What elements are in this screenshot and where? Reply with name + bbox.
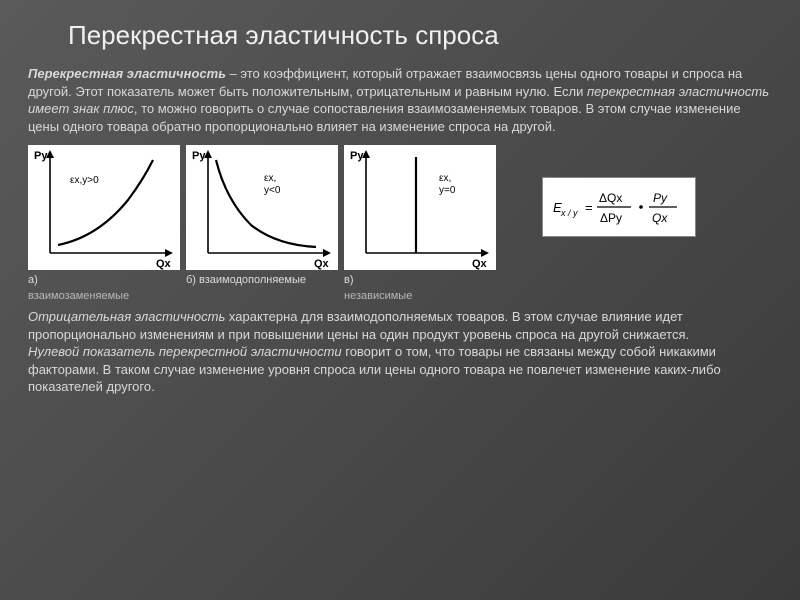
graph-a: Py Qx εх,у>0 (28, 145, 180, 270)
bottom-paragraph: Отрицательная эластичность характерна дл… (28, 308, 772, 396)
bottom-italic1: Отрицательная эластичность (28, 309, 225, 324)
svg-text:x / y: x / y (560, 208, 578, 218)
axis-y-label: Py (34, 150, 48, 162)
graph-subcaptions: взаимозаменяемые независимые (28, 290, 772, 302)
caption-b: б) взаимодополняемые (186, 274, 344, 286)
formula-num2: Py (653, 191, 668, 205)
subcaption-c: независимые (344, 290, 502, 302)
caption-a: а) (28, 274, 186, 286)
svg-text:=: = (585, 200, 593, 215)
formula-den2: Qx (652, 211, 668, 225)
graph-c: Py Qx εх, у=0 (344, 145, 496, 270)
graphs-row: Py Qx εх,у>0 Py Qx εх, у<0 Py Qx (28, 145, 772, 270)
svg-text:Py: Py (350, 150, 364, 162)
graph-b-epsilon2: у<0 (264, 185, 280, 196)
graph-c-epsilon2: у=0 (439, 185, 455, 196)
subcaption-a: взаимозаменяемые (28, 290, 344, 302)
axis-x-label: Qx (156, 258, 172, 270)
graph-captions: а) б) взаимодополняемые в) (28, 274, 772, 286)
graph-c-epsilon1: εх, (439, 173, 451, 184)
def-body2: , то можно говорить о случае сопоставлен… (28, 101, 741, 134)
caption-c: в) (344, 274, 502, 286)
svg-text:Qx: Qx (472, 258, 488, 270)
graph-b-epsilon1: εх, (264, 173, 276, 184)
svg-text:Qx: Qx (314, 258, 330, 270)
term: Перекрестная эластичность (28, 66, 226, 81)
formula-den1: ΔPy (600, 211, 622, 225)
definition-paragraph: Перекрестная эластичность – это коэффици… (28, 65, 772, 135)
formula-box: E x / y = ΔQx ΔPy Py Qx (542, 177, 696, 237)
page-title: Перекрестная эластичность спроса (68, 20, 772, 51)
svg-text:Py: Py (192, 150, 206, 162)
bottom-italic2: Нулевой показатель перекрестной эластичн… (28, 344, 342, 359)
graph-b: Py Qx εх, у<0 (186, 145, 338, 270)
formula-num1: ΔQx (599, 191, 622, 205)
graph-a-epsilon: εх,у>0 (70, 175, 99, 186)
